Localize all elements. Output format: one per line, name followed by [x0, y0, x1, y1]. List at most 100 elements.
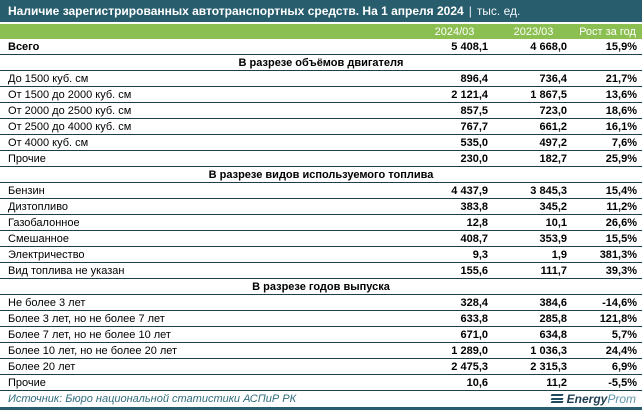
- row-label: До 1500 куб. см: [8, 72, 89, 85]
- section-header-row: В разрезе видов используемого топлива: [0, 167, 642, 183]
- row-label: Прочие: [8, 152, 46, 165]
- table-row: Газобалонное 12,8 10,1 26,6%: [0, 215, 642, 231]
- footer: Источник: Бюро национальной статистики А…: [0, 391, 642, 407]
- table-row: Всего 5 408,1 4 668,0 15,9%: [0, 39, 642, 55]
- row-value-2023-03: 736,4: [539, 72, 567, 85]
- row-value-2023-03: 384,6: [539, 296, 567, 309]
- row-value-2023-03: 285,8: [539, 312, 567, 325]
- row-value-2023-03: 10,1: [545, 216, 567, 229]
- row-value-2024-03: 230,0: [460, 152, 488, 165]
- row-value-growth: 5,7%: [611, 328, 637, 341]
- title-unit: тыс. ед.: [476, 4, 521, 18]
- table-row: До 1500 куб. см 896,4 736,4 21,7%: [0, 71, 642, 87]
- table-row: Более 3 лет, но не более 7 лет 633,8 285,8…: [0, 311, 642, 327]
- column-header-2024-03: 2024/03: [434, 25, 475, 38]
- row-label: От 2500 до 4000 куб. см: [8, 120, 132, 133]
- row-value-2024-03: 857,5: [460, 104, 488, 117]
- row-label: Газобалонное: [8, 216, 80, 229]
- row-value-2024-03: 155,6: [460, 264, 488, 277]
- row-value-growth: 7,6%: [611, 136, 637, 149]
- row-value-2024-03: 10,6: [466, 376, 488, 389]
- row-value-2023-03: 111,7: [540, 264, 567, 277]
- page-title: Наличие зарегистрированных автотранспорт…: [8, 4, 464, 18]
- row-value-2023-03: 1 867,5: [530, 88, 567, 101]
- row-value-2024-03: 328,4: [460, 296, 488, 309]
- table-row: Не более 3 лет 328,4 384,6 -14,6%: [0, 295, 642, 311]
- row-label: Прочие: [8, 376, 46, 389]
- row-value-growth: 26,6%: [605, 216, 637, 229]
- title-bar: Наличие зарегистрированных автотранспорт…: [0, 0, 642, 22]
- row-value-2023-03: 634,8: [539, 328, 567, 341]
- row-value-growth: 381,3%: [599, 248, 637, 261]
- table-row: Прочие 10,6 11,2 -5,5%: [0, 375, 642, 391]
- row-value-2024-03: 408,7: [460, 232, 488, 245]
- section-title: В разрезе видов используемого топлива: [208, 168, 434, 181]
- row-label: Не более 3 лет: [8, 296, 86, 309]
- row-value-2023-03: 723,0: [539, 104, 567, 117]
- table-row: От 4000 куб. см 535,0 497,2 7,6%: [0, 135, 642, 151]
- row-label: Вид топлива не указан: [8, 264, 125, 277]
- row-value-2024-03: 671,0: [460, 328, 488, 341]
- row-value-growth: 18,6%: [605, 104, 637, 117]
- row-value-2024-03: 12,8: [466, 216, 488, 229]
- table-row: Вид топлива не указан 155,6 111,7 39,3%: [0, 263, 642, 279]
- row-value-2024-03: 2 121,4: [451, 88, 488, 101]
- row-value-2024-03: 633,8: [460, 312, 488, 325]
- row-value-2024-03: 5 408,1: [451, 40, 488, 53]
- section-title: В разрезе объёмов двигателя: [238, 56, 404, 69]
- column-header-growth: Рост за год: [579, 25, 636, 38]
- row-value-2023-03: 345,2: [539, 200, 567, 213]
- column-header-row: 2024/03 2023/03 Рост за год: [0, 24, 642, 39]
- row-label: Более 7 лет, но не более 10 лет: [8, 328, 171, 341]
- table-row: От 2500 до 4000 куб. см 767,7 661,2 16,1%: [0, 119, 642, 135]
- row-value-2024-03: 2 475,3: [451, 360, 488, 373]
- row-value-growth: 39,3%: [605, 264, 637, 277]
- row-value-2023-03: 1 036,3: [530, 344, 567, 357]
- row-value-2024-03: 1 289,0: [451, 344, 488, 357]
- column-header-2023-03: 2023/03: [513, 25, 554, 38]
- row-value-growth: 6,9%: [611, 360, 637, 373]
- row-value-2024-03: 9,3: [472, 248, 488, 261]
- row-value-2023-03: 182,7: [539, 152, 567, 165]
- logo-text-prom: Prom: [607, 392, 636, 406]
- row-value-2023-03: 2 315,3: [530, 360, 567, 373]
- table-row: Более 7 лет, но не более 10 лет 671,0 634,…: [0, 327, 642, 343]
- row-label: Более 10 лет, но не более 20 лет: [8, 344, 178, 357]
- row-value-2024-03: 535,0: [460, 136, 488, 149]
- row-value-2024-03: 4 437,9: [451, 184, 488, 197]
- table-row: Смешанное 408,7 353,9 15,5%: [0, 231, 642, 247]
- table-row: Прочие 230,0 182,7 25,9%: [0, 151, 642, 167]
- row-value-2023-03: 353,9: [539, 232, 567, 245]
- row-label: Более 20 лет: [8, 360, 76, 373]
- row-value-growth: 15,4%: [605, 184, 637, 197]
- column-header-spacer: [0, 24, 415, 39]
- row-label: От 1500 до 2000 куб. см: [8, 88, 132, 101]
- table-row: Более 20 лет 2 475,3 2 315,3 6,9%: [0, 359, 642, 375]
- row-value-2023-03: 497,2: [539, 136, 567, 149]
- row-value-growth: -5,5%: [608, 376, 637, 389]
- row-value-growth: 24,4%: [605, 344, 637, 357]
- row-value-2024-03: 383,8: [460, 200, 488, 213]
- row-value-growth: 21,7%: [605, 72, 637, 85]
- section-header-row: В разрезе объёмов двигателя: [0, 55, 642, 71]
- row-value-growth: 13,6%: [605, 88, 637, 101]
- row-value-growth: 15,9%: [605, 40, 637, 53]
- row-label: Электричество: [8, 248, 85, 261]
- row-value-growth: 25,9%: [605, 152, 637, 165]
- row-value-growth: 15,5%: [605, 232, 637, 245]
- row-label: Дизтопливо: [8, 200, 69, 213]
- bottom-accent-bar: [0, 407, 642, 410]
- row-value-growth: 16,1%: [605, 120, 637, 133]
- logo-text-energy: Energy: [566, 392, 608, 406]
- source-note: Источник: Бюро национальной статистики А…: [8, 393, 297, 405]
- section-title: В разрезе годов выпуска: [252, 280, 390, 293]
- table-row: Дизтопливо 383,8 345,2 11,2%: [0, 199, 642, 215]
- row-value-2023-03: 4 668,0: [530, 40, 567, 53]
- row-value-2023-03: 11,2: [546, 376, 567, 389]
- table-row: Электричество 9,3 1,9 381,3%: [0, 247, 642, 263]
- table-row: Более 10 лет, но не более 20 лет 1 289,0 1…: [0, 343, 642, 359]
- energyprom-stripes-icon: [550, 393, 564, 405]
- row-label: Бензин: [8, 184, 45, 197]
- row-value-growth: -14,6%: [602, 296, 637, 309]
